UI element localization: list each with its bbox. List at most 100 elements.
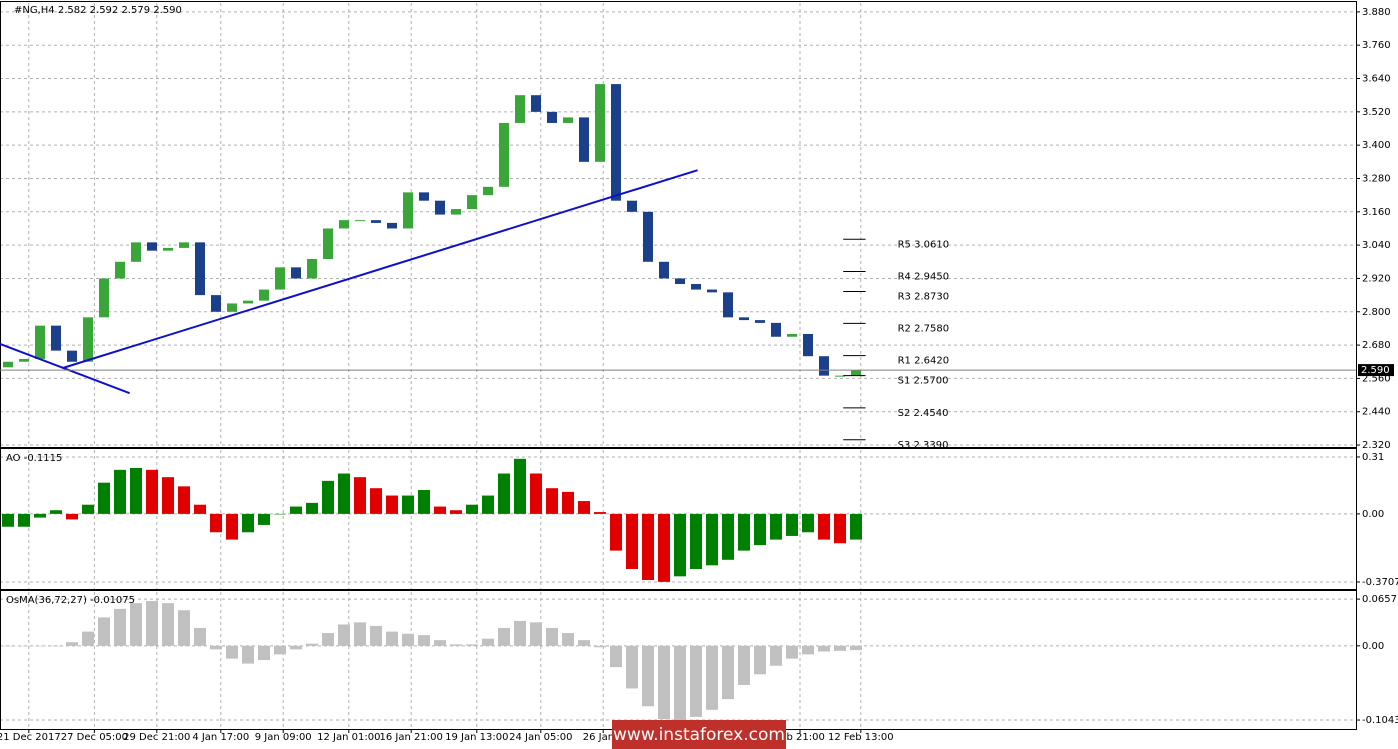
y-tick-label: 2.680	[1362, 340, 1391, 351]
pivot-value: 2.4540	[914, 408, 949, 419]
candle	[131, 242, 141, 262]
histogram-bar	[770, 513, 782, 540]
histogram-bar	[258, 645, 270, 661]
histogram-bar	[754, 645, 766, 675]
histogram-bar	[114, 608, 126, 646]
histogram-bar	[178, 610, 190, 646]
histogram-bar	[738, 645, 750, 685]
histogram-bar	[274, 513, 286, 515]
histogram-bar	[98, 482, 110, 514]
pivot-label: R1 2.6420	[898, 356, 950, 367]
y-tick-label: 3.160	[1362, 207, 1391, 218]
histogram-bar	[578, 640, 590, 646]
x-tick-label: Feb 21:00	[775, 732, 825, 743]
histogram-bar	[2, 513, 14, 527]
candle	[435, 200, 445, 215]
histogram-bar	[130, 467, 142, 514]
pivot-name: R5	[898, 239, 911, 250]
histogram-bar	[338, 473, 350, 514]
histogram-bar	[354, 477, 366, 514]
histogram-bar	[754, 513, 766, 546]
candle	[371, 220, 381, 223]
candle	[227, 303, 237, 312]
candle	[211, 295, 221, 312]
trendline	[0, 343, 130, 395]
last-price-label: 2.590	[1361, 365, 1390, 376]
histogram-bar	[322, 480, 334, 514]
histogram-bar	[834, 513, 846, 544]
histogram-bar	[66, 642, 78, 646]
histogram-bar	[386, 495, 398, 514]
y-tick-label: 2.440	[1362, 407, 1391, 418]
y-tick-label: 2.920	[1362, 273, 1391, 284]
x-tick-label: 4 Jan 17:00	[192, 732, 249, 743]
histogram-bar	[226, 645, 238, 659]
candle	[579, 117, 589, 162]
histogram-bar	[18, 513, 30, 527]
candle	[627, 200, 637, 212]
pivot-value: 2.9450	[914, 272, 949, 283]
panel-title: AO -0.1115	[6, 453, 62, 464]
y-tick-label: 3.640	[1362, 74, 1391, 85]
y-tick-label: 3.040	[1362, 240, 1391, 251]
x-tick-label: 29 Dec 21:00	[123, 732, 190, 743]
x-tick-label: 12 Jan 01:00	[317, 732, 380, 743]
pivot-value: 2.3390	[914, 440, 949, 451]
histogram-bar	[194, 504, 206, 514]
histogram-bar	[498, 473, 510, 514]
histogram-bar	[66, 513, 78, 520]
histogram-bar	[850, 513, 862, 540]
candle	[83, 317, 93, 362]
candle	[563, 117, 573, 123]
candle	[99, 278, 109, 318]
watermark: www.instaforex.com	[613, 725, 785, 745]
y-tick-label: -0.10439	[1362, 715, 1398, 726]
candle	[451, 209, 461, 215]
candle	[339, 220, 349, 229]
histogram-bar	[786, 645, 798, 659]
x-tick-label: 26 Jan 2	[583, 732, 624, 743]
histogram-bar	[802, 645, 814, 655]
last-price-box	[1358, 364, 1394, 377]
histogram-bar	[226, 513, 238, 540]
histogram-bar	[18, 645, 30, 647]
candle	[195, 242, 205, 296]
y-tick-label: 3.520	[1362, 107, 1391, 118]
histogram-bar	[546, 488, 558, 514]
histogram-bar	[530, 473, 542, 514]
candle	[499, 122, 509, 187]
histogram-bar	[322, 633, 334, 646]
histogram-bar	[338, 624, 350, 646]
histogram-bar	[34, 513, 46, 518]
y-tick-label: -0.3707	[1362, 577, 1398, 588]
histogram-bar	[162, 603, 174, 646]
pivot-label: R5 3.0610	[898, 239, 950, 250]
candle	[483, 186, 493, 196]
candle	[707, 289, 717, 293]
y-tick-label: 0.06571	[1362, 594, 1398, 605]
y-tick-label: 0.00	[1362, 509, 1384, 520]
candle	[259, 289, 269, 301]
histogram-bar	[642, 513, 654, 581]
pivot-name: S2	[898, 408, 911, 419]
trendline	[62, 169, 698, 370]
histogram-bar	[642, 645, 654, 707]
histogram-bar	[306, 643, 318, 646]
candle	[835, 375, 845, 377]
histogram-bar	[162, 477, 174, 514]
candle	[291, 267, 301, 279]
panel-title: OsMA(36,72,27) -0.01075	[6, 595, 135, 606]
y-tick-label: 0.31	[1362, 452, 1384, 463]
histogram-bar	[578, 501, 590, 514]
histogram-bar	[706, 513, 718, 566]
candle	[595, 84, 605, 162]
histogram-bar	[50, 645, 62, 647]
histogram-bar	[354, 622, 366, 646]
histogram-bar	[770, 645, 782, 666]
histogram-bar	[418, 490, 430, 514]
histogram-bar	[434, 640, 446, 646]
candle	[403, 192, 413, 229]
candle	[275, 267, 285, 290]
histogram-bar	[690, 645, 702, 717]
